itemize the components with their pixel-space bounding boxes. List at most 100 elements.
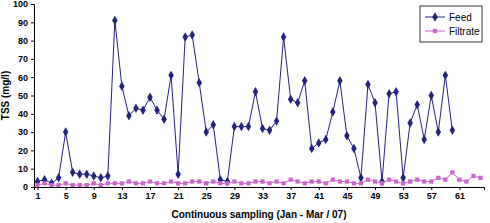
data-point [471,174,475,178]
y-tick: 10 [18,164,34,174]
data-point [232,122,237,131]
data-point [394,179,398,183]
data-point [407,118,412,127]
data-point [105,171,110,180]
y-tick-label: 10 [18,164,28,174]
x-tick: 9 [92,187,97,201]
y-tick-label: 90 [18,18,28,28]
data-point [365,80,370,89]
data-point [429,179,433,183]
x-tick: 1 [36,187,41,201]
x-tick: 53 [399,187,409,201]
data-point [296,179,300,183]
x-tick-mark [459,187,460,190]
y-tick: 0 [23,182,34,192]
y-tick-mark [31,169,34,170]
data-point [421,135,426,144]
x-tick-mark [38,187,39,190]
data-point [359,181,363,185]
data-point [161,115,166,124]
data-point [253,87,258,96]
data-point [112,16,117,25]
data-point [317,179,321,183]
data-point [450,170,454,174]
data-point [42,181,46,185]
data-point [56,173,61,182]
x-tick-mark [263,187,264,190]
data-point [372,98,377,107]
x-tick: 5 [64,187,69,201]
data-point [225,181,229,185]
data-point [106,181,110,185]
data-point [379,177,384,186]
x-axis: 15913172125293337414549535761 [35,187,485,201]
data-point [119,82,124,91]
x-tick-mark [94,187,95,190]
x-tick: 17 [146,187,156,201]
data-point [303,181,307,185]
series-line [38,20,453,183]
y-tick-mark [31,114,34,115]
x-tick-mark [347,187,348,190]
data-point [78,183,82,187]
x-tick: 13 [117,187,127,201]
x-tick: 37 [286,187,296,201]
data-point [148,179,152,183]
y-tick-mark [31,150,34,151]
data-point [400,173,405,182]
y-tick-mark [31,59,34,60]
data-point [246,122,251,131]
data-point [239,181,243,185]
x-tick: 33 [258,187,268,201]
y-tick-mark [31,77,34,78]
data-point [478,176,482,180]
y-tick: 50 [18,91,34,101]
data-point [162,181,166,185]
data-point [330,107,335,116]
data-point [344,131,349,140]
data-point [281,181,285,185]
y-tick-label: 30 [18,127,28,137]
x-tick-label: 61 [455,191,465,201]
data-point [281,32,286,41]
data-point [274,116,279,125]
data-point [99,183,103,187]
data-point [141,181,145,185]
y-tick: 80 [18,36,34,46]
data-point [352,181,356,185]
legend-marker [433,29,437,33]
y-tick: 30 [18,127,34,137]
y-tick: 40 [18,109,34,119]
y-tick-label: 20 [18,146,28,156]
data-point [56,183,60,187]
y-tick-mark [31,22,34,23]
data-point [450,126,455,135]
data-point [232,179,236,183]
data-point [260,124,265,133]
x-tick-mark [122,187,123,190]
x-tick-mark [66,187,67,190]
x-tick-label: 41 [314,191,324,201]
x-tick-mark [150,187,151,190]
data-point [422,179,426,183]
y-tick-mark [31,41,34,42]
y-tick-mark [31,96,34,97]
x-tick-mark [178,187,179,190]
data-point [414,100,419,109]
y-tick-mark [31,4,34,5]
data-point [35,183,39,187]
legend: FeedFiltrate [420,6,482,42]
data-area [35,16,483,187]
plot: 0102030405060708090100159131721252933374… [13,0,485,201]
data-point [310,179,314,183]
data-point [175,169,180,178]
data-point [345,179,349,183]
data-point [401,181,405,185]
y-tick-label: 100 [13,0,28,9]
data-point [133,104,138,113]
x-tick: 29 [230,187,240,201]
data-point [316,138,321,147]
data-point [154,105,159,114]
data-point [91,171,96,180]
x-tick-label: 25 [202,191,212,201]
